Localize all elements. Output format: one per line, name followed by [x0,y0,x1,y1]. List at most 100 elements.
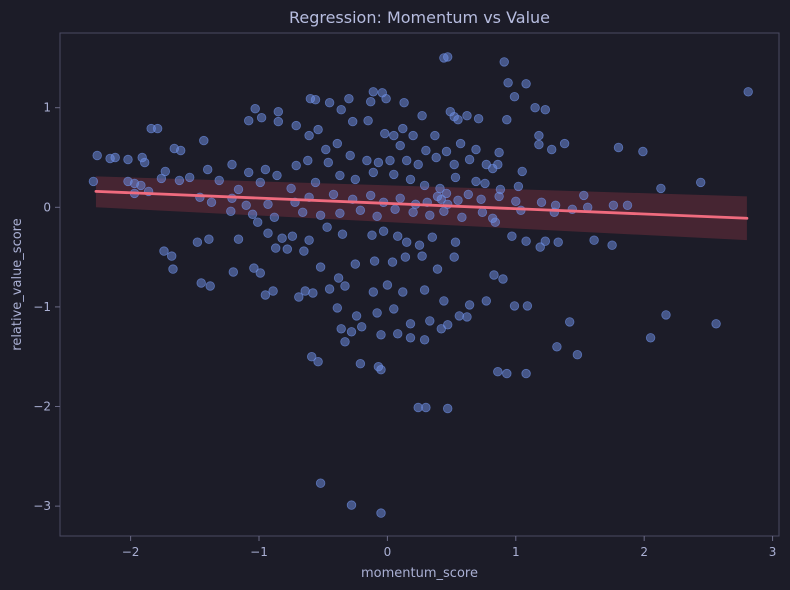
data-point [168,264,178,274]
data-point [476,194,486,205]
data-point [299,246,309,256]
data-point [381,93,391,104]
plot-frame [59,32,780,537]
data-point [206,197,217,208]
data-point [565,317,575,327]
data-point [607,240,617,250]
data-point [393,329,403,339]
data-point [247,209,258,220]
data-point [493,367,503,377]
data-point [321,144,331,155]
data-point [192,237,203,247]
data-point [372,211,382,222]
data-point [273,116,284,127]
x-tick-label: −2 [122,545,140,559]
data-point [205,281,215,291]
data-point [174,175,185,186]
data-point [310,177,321,188]
data-point [271,243,281,253]
data-point [399,97,409,108]
data-point [350,259,361,269]
data-point [345,150,355,161]
data-point [304,235,314,245]
data-point [471,144,481,155]
data-point [335,170,345,181]
data-point [372,308,382,318]
data-point [436,324,447,334]
data-point [277,233,287,243]
x-axis-ticks: −2 −1 0 1 2 3 [122,536,777,559]
data-point [160,166,171,177]
y-tick-label: 0 [43,200,51,214]
data-point [340,337,350,347]
data-point [335,208,345,219]
data-point [473,113,484,124]
data-point [307,352,317,362]
data-point [351,311,362,321]
data-point [344,93,354,104]
data-point [253,217,263,227]
data-point [490,217,501,227]
data-point [421,145,431,156]
data-point [419,285,430,295]
data-point [260,164,271,175]
data-point [579,190,589,201]
data-point [380,128,390,139]
data-point [535,242,545,252]
data-point [547,144,557,155]
data-point [336,324,346,334]
data-point [366,96,376,107]
data-point [355,205,366,216]
data-point [340,281,350,291]
data-point [540,236,551,246]
data-point [273,106,284,117]
data-point [443,52,453,62]
data-point [656,183,666,194]
data-point [517,166,527,177]
data-point [402,155,412,166]
data-point [315,210,326,221]
data-point [368,87,379,97]
data-point [522,301,533,311]
data-point [362,155,372,166]
data-point [139,157,150,168]
data-point [449,159,459,170]
data-point [711,319,721,329]
data-point [156,173,167,184]
data-point [471,176,481,187]
data-point [521,236,531,246]
data-point [250,103,260,114]
data-point [366,190,376,201]
data-point [493,159,503,170]
data-point [227,159,237,170]
data-point [498,274,508,284]
data-point [494,191,504,202]
y-tick-label: 1 [43,101,51,115]
data-point [376,330,386,340]
data-point [405,319,416,329]
data-point [196,278,206,288]
data-point [502,368,512,379]
data-point [92,150,102,161]
data-point [300,286,310,296]
data-point [540,104,551,115]
data-point [390,204,400,215]
data-point [313,357,323,367]
data-point [256,112,267,123]
data-point [346,327,357,337]
data-point [199,135,209,146]
data-point [449,252,459,262]
data-point [436,194,447,205]
data-point [743,87,753,97]
data-point [450,172,461,183]
data-point [536,197,547,208]
data-point [368,287,379,297]
x-tick-label: 3 [769,545,777,559]
data-point [385,155,395,166]
data-point [405,174,416,185]
data-point [243,115,254,126]
data-point [534,139,544,150]
data-point [260,290,271,300]
data-point [382,280,393,290]
data-point [393,231,403,241]
